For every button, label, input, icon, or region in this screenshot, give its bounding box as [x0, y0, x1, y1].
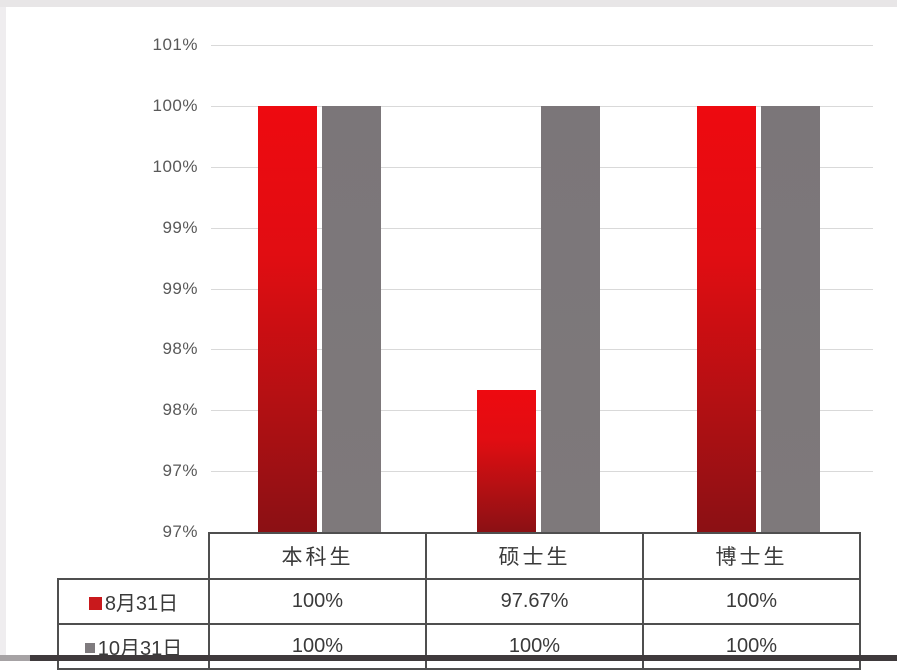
y-axis-tick-label: 97%: [162, 461, 198, 481]
bar-series2-category2: [541, 105, 601, 532]
y-axis-tick-label: 100%: [152, 95, 198, 115]
category-header-1: 本科生: [208, 532, 427, 580]
category-header-2: 硕士生: [425, 532, 644, 580]
y-axis-tick-label: 100%: [152, 156, 198, 176]
y-axis: 101% 100% 100% 99% 99% 98% 98% 97% 97%: [0, 35, 198, 541]
legend-key-icon: [88, 596, 102, 610]
y-axis-tick-label: 101%: [152, 35, 198, 54]
legend-key-icon: [84, 643, 95, 654]
y-axis-tick-label: 98%: [162, 339, 198, 359]
series-name-label: 8月31日: [104, 593, 179, 615]
y-axis-tick-label: 98%: [162, 400, 198, 420]
legend-cell-series1: 8月31日: [57, 578, 210, 625]
value-cell-series2-category2: 100%: [425, 623, 644, 670]
y-axis-tick-label: 97%: [162, 522, 198, 541]
value-cell-series1-category1: 100%: [208, 578, 427, 625]
bar-group-2: [429, 45, 648, 532]
category-header-3: 博士生: [642, 532, 861, 580]
table-corner-blank: [58, 533, 209, 579]
value-cell-series1-category2: 97.67%: [425, 578, 644, 625]
bar-series2-category1: [322, 105, 382, 532]
legend-cell-series2: 10月31日: [57, 623, 210, 670]
y-axis-tick-label: 99%: [162, 278, 198, 298]
bottom-dark-strip-segment: [30, 655, 897, 661]
bottom-dark-strip: [0, 655, 897, 661]
value-cell-series2-category3: 100%: [642, 623, 861, 670]
table-row-series2: 10月31日 100% 100% 100%: [57, 623, 861, 670]
bar-group-3: [649, 45, 868, 532]
y-axis-tick-label: 99%: [162, 217, 198, 237]
value-cell-series2-category1: 100%: [208, 623, 427, 670]
bar-series1-category3: [696, 105, 756, 532]
window-top-bar: [0, 0, 897, 7]
bar-series1-category1: [258, 105, 318, 532]
chart-plot-area: [210, 45, 873, 532]
chart-data-table: 本科生 硕士生 博士生 8月31日 100% 97.67% 100% 10月31日 100% 10…: [57, 532, 861, 670]
value-cell-series1-category3: 100%: [642, 578, 861, 625]
bar-series1-category2: [477, 389, 537, 532]
bar-group-1: [210, 45, 429, 532]
series-name-label: 10月31日: [97, 638, 183, 660]
gridline: [211, 45, 873, 46]
table-row-series1: 8月31日 100% 97.67% 100%: [57, 578, 861, 625]
bar-series2-category3: [760, 105, 820, 532]
window-left-border: [0, 7, 6, 655]
